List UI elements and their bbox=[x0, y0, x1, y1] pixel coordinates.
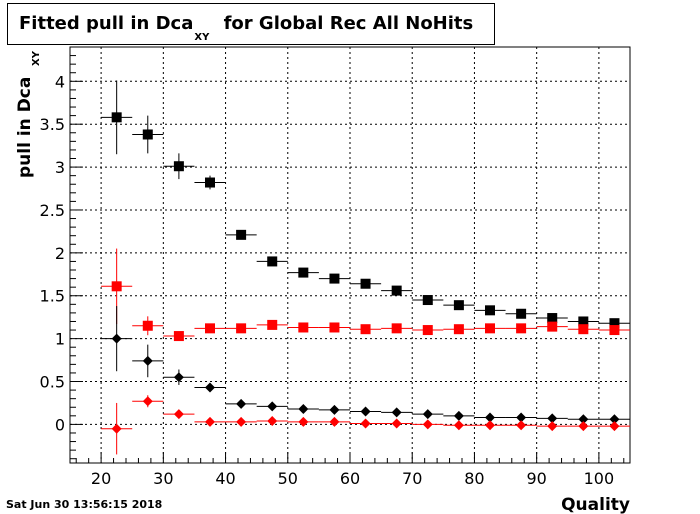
data-point-square bbox=[485, 323, 495, 334]
data-point-square bbox=[173, 161, 184, 172]
x-tick-label: 70 bbox=[402, 469, 422, 488]
data-point-square bbox=[267, 319, 278, 330]
data-point-diamond bbox=[111, 333, 122, 344]
data-point-square bbox=[360, 324, 371, 335]
y-tick-label: 2 bbox=[55, 244, 65, 263]
plot-frame bbox=[69, 46, 631, 464]
timestamp: Sat Jun 30 13:56:15 2018 bbox=[6, 498, 163, 511]
data-point-diamond bbox=[453, 410, 464, 421]
x-axis-label: Quality bbox=[561, 495, 630, 514]
data-point-diamond bbox=[516, 412, 527, 423]
data-point-square bbox=[236, 323, 247, 334]
data-point-diamond bbox=[609, 414, 620, 425]
data-point-square bbox=[173, 331, 184, 342]
data-point-diamond bbox=[111, 423, 122, 434]
data-point-diamond bbox=[422, 409, 433, 420]
data-point-diamond bbox=[236, 416, 247, 427]
chart-title-box: Fitted pull in DcaXY for Global Rec All … bbox=[7, 3, 495, 45]
x-tick-label: 80 bbox=[464, 469, 484, 488]
y-axis-label-sub: XY bbox=[31, 50, 42, 66]
data-point-square bbox=[267, 256, 278, 267]
data-point-diamond bbox=[360, 406, 371, 417]
data-point-square bbox=[516, 323, 527, 334]
data-point-diamond bbox=[485, 420, 495, 431]
y-tick-label: 3 bbox=[55, 158, 65, 177]
data-point-square bbox=[142, 320, 153, 331]
data-point-diamond bbox=[578, 421, 589, 432]
data-point-square bbox=[205, 323, 215, 334]
data-point-square bbox=[422, 295, 433, 306]
data-point-diamond bbox=[391, 407, 402, 418]
data-point-diamond bbox=[298, 416, 309, 427]
data-point-diamond bbox=[453, 420, 464, 431]
y-tick-label: 1.5 bbox=[40, 287, 65, 306]
data-point-diamond bbox=[173, 409, 184, 420]
data-point-diamond bbox=[267, 401, 278, 412]
data-point-square bbox=[329, 322, 340, 333]
x-tick-label: 50 bbox=[278, 469, 298, 488]
data-point-diamond bbox=[547, 421, 558, 432]
chart-title-sub: XY bbox=[194, 31, 210, 43]
data-point-square bbox=[578, 316, 589, 327]
data-point-square bbox=[485, 305, 495, 316]
data-point-square bbox=[547, 313, 558, 324]
y-tick-label: 1 bbox=[55, 330, 65, 349]
x-tick-label: 60 bbox=[340, 469, 360, 488]
data-point-diamond bbox=[173, 372, 184, 383]
data-point-diamond bbox=[142, 396, 153, 407]
data-point-diamond bbox=[391, 418, 402, 429]
data-point-diamond bbox=[360, 418, 371, 429]
data-point-diamond bbox=[547, 413, 558, 424]
data-point-square bbox=[329, 273, 340, 284]
chart-title: Fitted pull in DcaXY for Global Rec All … bbox=[19, 13, 474, 43]
data-point-diamond bbox=[329, 404, 340, 415]
data-point-diamond bbox=[485, 412, 495, 423]
data-point-square bbox=[111, 281, 122, 292]
data-point-square bbox=[360, 278, 371, 289]
data-point-square bbox=[453, 300, 464, 311]
data-point-diamond bbox=[516, 420, 527, 431]
data-point-diamond bbox=[298, 403, 309, 414]
data-point-diamond bbox=[205, 382, 215, 393]
y-tick-label: 4 bbox=[55, 72, 65, 91]
data-point-square bbox=[205, 177, 215, 188]
data-point-diamond bbox=[578, 414, 589, 425]
data-point-diamond bbox=[236, 398, 247, 409]
y-axis-label: pull in Dca bbox=[15, 77, 35, 178]
data-point-square bbox=[391, 323, 402, 334]
data-point-square bbox=[298, 267, 309, 278]
data-point-square bbox=[547, 321, 558, 332]
data-point-diamond bbox=[422, 419, 433, 430]
data-point-square bbox=[578, 324, 589, 335]
y-tick-label: 0 bbox=[55, 415, 65, 434]
data-point-square bbox=[422, 325, 433, 336]
y-tick-label: 2.5 bbox=[40, 201, 65, 220]
data-point-square bbox=[453, 324, 464, 335]
data-point-square bbox=[298, 322, 309, 333]
data-point-diamond bbox=[609, 421, 620, 432]
data-point-square bbox=[142, 129, 153, 140]
x-tick-label: 30 bbox=[153, 469, 173, 488]
data-point-diamond bbox=[267, 415, 278, 426]
data-point-square bbox=[609, 325, 620, 336]
data-point-square bbox=[111, 112, 122, 123]
y-tick-label: 3.5 bbox=[40, 115, 65, 134]
data-point-diamond bbox=[329, 416, 340, 427]
data-point-square bbox=[609, 318, 620, 329]
data-point-diamond bbox=[205, 416, 215, 427]
chart-title-rest: for Global Rec All NoHits bbox=[223, 13, 474, 34]
x-tick-label: 20 bbox=[91, 469, 111, 488]
x-tick-label: 40 bbox=[215, 469, 235, 488]
chart-title-main: Fitted pull in Dca bbox=[19, 13, 194, 34]
data-point-square bbox=[516, 308, 527, 319]
x-tick-label: 100 bbox=[584, 469, 615, 488]
data-point-diamond bbox=[142, 355, 153, 366]
data-point-square bbox=[391, 285, 402, 296]
y-tick-label: 0.5 bbox=[40, 373, 65, 392]
x-tick-label: 90 bbox=[526, 469, 546, 488]
data-point-square bbox=[236, 229, 247, 240]
